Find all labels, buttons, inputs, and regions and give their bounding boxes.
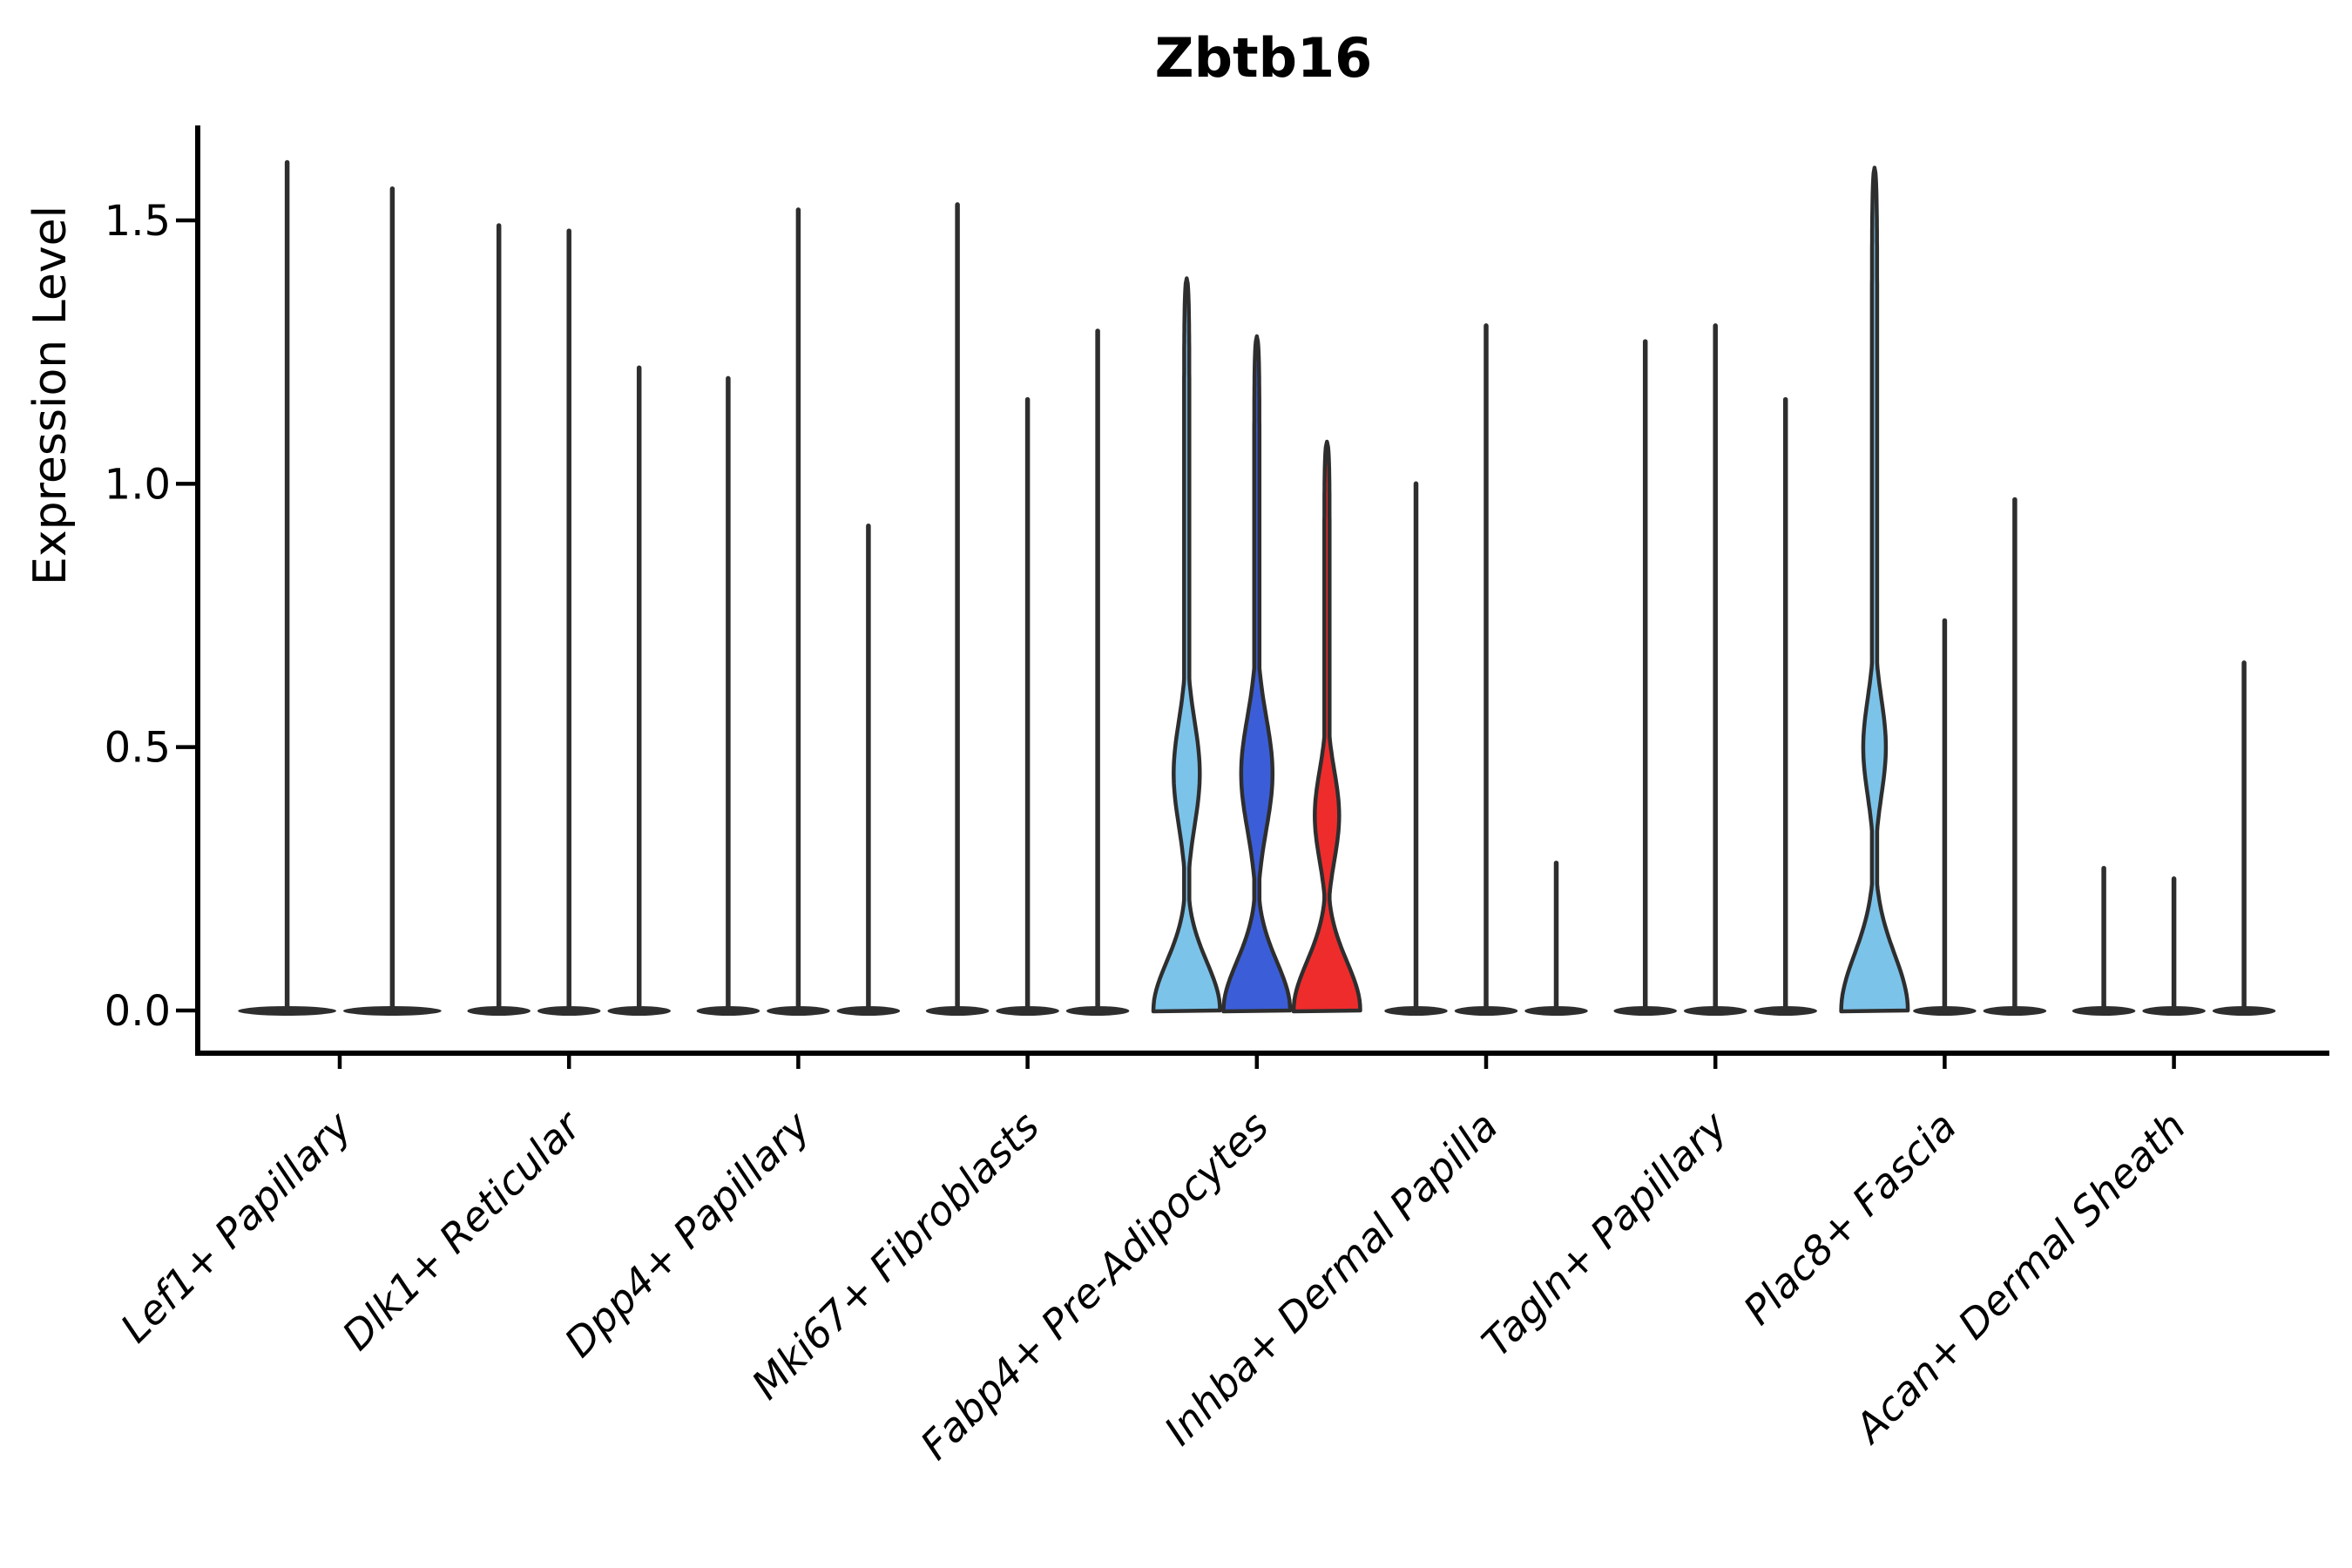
violin-base xyxy=(767,1006,830,1016)
violin-base xyxy=(925,1006,990,1016)
violin-base xyxy=(1065,1006,1130,1016)
chart-title: Zbtb16 xyxy=(1154,26,1373,90)
violin-base xyxy=(607,1006,671,1016)
x-tick-label: Dpp4+ Papillary xyxy=(556,1102,820,1366)
y-tick-label: 1.0 xyxy=(105,460,171,509)
violin-filled xyxy=(1221,334,1293,1014)
violin-filled xyxy=(1291,439,1362,1014)
x-tick-label: Tagln+ Papillary xyxy=(1473,1102,1737,1366)
violin-base xyxy=(696,1006,760,1016)
violin-base xyxy=(1613,1006,1677,1016)
violin-base xyxy=(1683,1006,1747,1016)
x-tick-label: Plac8+ Fascia xyxy=(1734,1103,1965,1334)
violin-base xyxy=(1524,1006,1588,1016)
violin-filled xyxy=(1151,276,1222,1014)
violin-base xyxy=(836,1006,901,1016)
x-tick-label: Lef1+ Papillary xyxy=(112,1102,361,1351)
violin-base xyxy=(537,1006,601,1016)
violin-base xyxy=(1983,1006,2047,1016)
violin-base xyxy=(2212,1006,2276,1016)
y-tick-label: 0.5 xyxy=(105,724,171,773)
violin-base xyxy=(343,1006,442,1016)
violin-base xyxy=(1384,1006,1448,1016)
y-tick-label: 0.0 xyxy=(105,987,171,1036)
violin-base xyxy=(996,1006,1059,1016)
violin-base xyxy=(1454,1006,1518,1016)
violin-base xyxy=(2142,1006,2206,1016)
x-tick-label: Dlk1+ Reticular xyxy=(333,1100,591,1359)
violin-base xyxy=(238,1006,336,1016)
x-axis-spine xyxy=(195,1051,2329,1056)
violin-base xyxy=(1913,1006,1977,1016)
y-tick-label: 1.5 xyxy=(105,197,171,246)
violin-filled xyxy=(1839,166,1910,1014)
violin-base xyxy=(1754,1006,1817,1016)
violin-base xyxy=(467,1006,531,1016)
y-axis-spine xyxy=(195,125,200,1056)
violin-base xyxy=(2072,1006,2136,1016)
